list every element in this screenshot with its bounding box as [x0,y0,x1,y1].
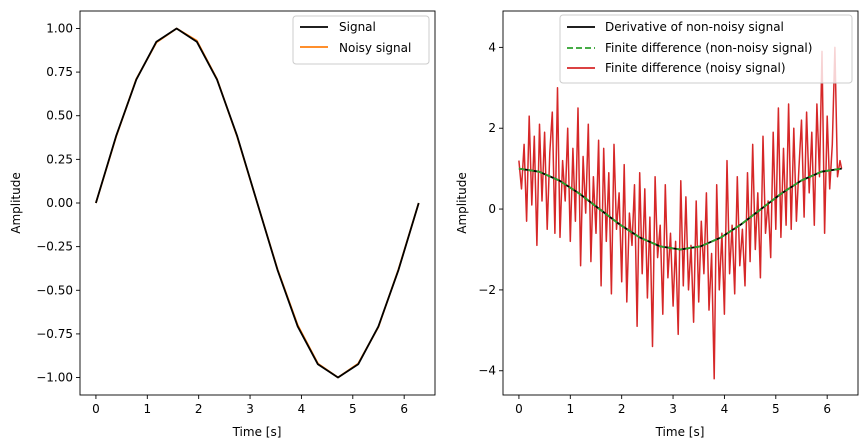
y-tick-label: 0 [488,202,496,216]
x-tick-label: 1 [566,402,574,416]
y-tick-label: 0.75 [46,65,73,79]
right-y-ticks: −4 −2 0 2 4 [478,40,503,378]
x-tick-label: 1 [143,402,151,416]
left-y-ticks: −1.00 −0.75 −0.50 −0.25 0.00 0.25 0.50 0.75 1.00 [36,21,80,385]
legend-label-finite-diff-clean: Finite difference (non-noisy signal) [605,41,812,55]
left-plot-area [95,27,420,379]
y-tick-label: 4 [488,40,496,54]
y-tick-label: −0.75 [36,327,73,341]
x-tick-label: 6 [823,402,831,416]
legend-label-noisy-signal: Noisy signal [339,41,411,55]
right-chart: 0 1 2 3 4 5 6 −4 −2 0 2 4 Time [s] Amplitude Deriv… [455,10,859,439]
series-line-signal [95,27,420,379]
x-tick-label: 4 [298,402,306,416]
x-tick-label: 0 [515,402,523,416]
x-tick-label: 3 [246,402,254,416]
y-tick-label: 2 [488,121,496,135]
left-chart: 0 1 2 3 4 5 6 −1.00 −0.75 −0.50 −0.25 0.00 0.25 0.50… [9,10,436,439]
y-tick-label: −2 [478,283,496,297]
series-line-finite-difference-noisy-signal [518,46,843,380]
y-tick-label: 0.50 [46,109,73,123]
right-plot-area [518,46,843,380]
y-tick-label: 1.00 [46,21,73,35]
x-tick-label: 3 [669,402,677,416]
legend-label-finite-diff-noisy: Finite difference (noisy signal) [605,61,786,75]
right-x-axis-label: Time [s] [655,425,705,439]
left-y-axis-label: Amplitude [9,172,23,234]
x-tick-label: 6 [400,402,408,416]
y-tick-label: 0.00 [46,196,73,210]
y-tick-label: −1.00 [36,371,73,385]
x-tick-label: 2 [195,402,203,416]
x-tick-label: 5 [349,402,357,416]
right-x-ticks: 0 1 2 3 4 5 6 [515,395,831,416]
x-tick-label: 2 [618,402,626,416]
x-tick-label: 0 [92,402,100,416]
right-axes-frame [502,10,859,396]
series-line-finite-difference-non-noisy-signal [518,167,842,251]
x-tick-label: 5 [772,402,780,416]
left-legend-box [292,15,430,65]
left-legend: Signal Noisy signal [292,15,430,65]
y-tick-label: 0.25 [46,152,73,166]
y-tick-label: −4 [478,364,496,378]
legend-label-signal: Signal [339,20,376,34]
y-tick-label: −0.50 [36,283,73,297]
left-x-axis-label: Time [s] [232,425,282,439]
x-tick-label: 4 [721,402,729,416]
y-tick-label: −0.25 [36,240,73,254]
left-x-ticks: 0 1 2 3 4 5 6 [92,395,408,416]
right-y-axis-label: Amplitude [455,172,469,234]
right-legend-box [559,14,853,84]
right-legend: Derivative of non-noisy signal Finite di… [559,14,853,84]
legend-label-derivative: Derivative of non-noisy signal [605,20,784,34]
